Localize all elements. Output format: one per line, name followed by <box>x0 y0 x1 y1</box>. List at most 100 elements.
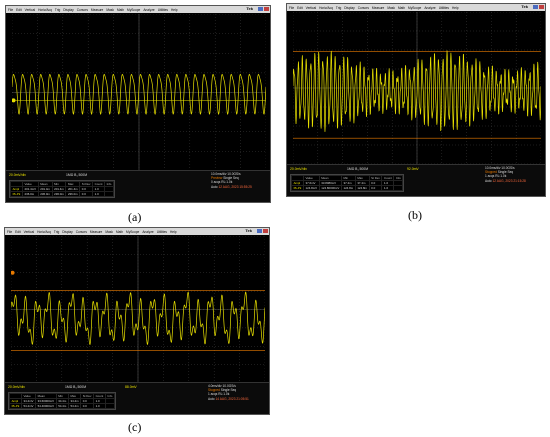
close-button[interactable] <box>264 7 269 11</box>
meas-cell: 236.0m <box>65 191 81 197</box>
minimize-button[interactable] <box>258 7 263 11</box>
menu-myscope[interactable]: MyScope <box>126 229 140 234</box>
meas-cell: 124.8m <box>354 185 370 191</box>
bandwidth-label: 1MΩ B₁ 500M <box>66 173 88 177</box>
meas-cell: 0.0 <box>79 191 94 197</box>
menu-math[interactable]: Math <box>115 229 124 234</box>
minimize-button[interactable] <box>533 5 538 9</box>
menu-display[interactable]: Display <box>62 229 73 234</box>
menu-trig[interactable]: Trig <box>54 7 61 12</box>
meas-cell: 0.0 <box>368 185 383 191</box>
menu-measure[interactable]: Measure <box>89 229 103 234</box>
meas-row[interactable]: Ampl 201.4mV 201.4m 201.4m 201.4m 0.0 1.… <box>10 186 115 192</box>
menu-display[interactable]: Display <box>63 7 74 12</box>
acq-count: 1 acqs <box>485 174 495 179</box>
scope-window-a: File Edit Vertical Horiz/Acq Trig Displa… <box>5 5 271 203</box>
menu-horiz-acq[interactable]: Horiz/Acq <box>38 7 52 12</box>
timebase: 10.0ms/div 10.0GS/s <box>211 172 241 176</box>
ch1-scale[interactable]: 20.0mV/div <box>8 385 25 389</box>
minimize-button[interactable] <box>257 229 262 233</box>
menu-horiz-acq[interactable]: Horiz/Acq <box>37 229 51 234</box>
trigger-marker <box>11 270 15 275</box>
menu-math[interactable]: Math <box>397 5 406 10</box>
menu-display[interactable]: Display <box>344 5 355 10</box>
ch1-scale[interactable]: 20.0mV/div <box>9 173 26 177</box>
meas-cell: 54.4m <box>67 403 82 409</box>
ch1-marker <box>12 98 16 103</box>
meas-cell: 54.4mV <box>20 403 37 409</box>
menu-cursors[interactable]: Cursors <box>75 229 87 234</box>
menu-mask[interactable]: Mask <box>106 7 114 12</box>
menu-analyze[interactable]: Analyze <box>424 5 436 10</box>
meas-cell: 1.0 <box>92 191 105 197</box>
menu-trig[interactable]: Trig <box>53 229 60 234</box>
menu-help[interactable]: Help <box>169 229 177 234</box>
menu-vertical[interactable]: Vertical <box>23 229 35 234</box>
status-bar-a: 20.0mV/div 1MΩ B₁ 500M 10.0ms/div 10.0GS… <box>6 170 270 202</box>
graticule-b <box>293 12 541 164</box>
menu-myscope[interactable]: MyScope <box>127 7 141 12</box>
menu-file[interactable]: File <box>289 5 295 10</box>
meas-row[interactable]: Pk-Pk 124.8mV 124.80000mV 124.8m 124.8m … <box>291 185 404 191</box>
run-state: Stopped <box>485 170 497 175</box>
meas-row[interactable]: Pk-Pk 54.4mV 54.40000mV 54.4m 54.4m 0.0 … <box>9 403 115 409</box>
record-length: RL:1.0k <box>495 174 507 179</box>
menu-edit[interactable]: Edit <box>16 7 22 12</box>
menu-mask[interactable]: Mask <box>387 5 395 10</box>
date-stamp: 14 AUG, 2023 <box>215 396 236 401</box>
scope-window-c: File Edit Vertical Horiz/Acq Trig Displa… <box>4 227 270 415</box>
ch1-scale[interactable]: 20.0mV/div <box>290 167 307 171</box>
seq-mode: Single Seq <box>223 176 239 181</box>
measurement-table: Value Mean Min Max St Dev Count Info Amp… <box>290 174 405 192</box>
meas-row[interactable]: Pk-Pk 236.0m 236.0m 236.0m 236.0m 0.0 1.… <box>10 191 115 197</box>
close-button[interactable] <box>539 5 544 9</box>
meas-cell <box>393 185 404 191</box>
meas-row[interactable]: Ampl 37.6mV 33.8080mV 37.4m 37.4m 0.0 1.… <box>291 180 404 186</box>
bandwidth-label: 1MΩ B₁ 500M <box>65 385 87 389</box>
trigger-mode: Auto <box>485 178 492 183</box>
meas-cell: 34.4m <box>67 398 82 404</box>
menu-analyze[interactable]: Analyze <box>142 229 154 234</box>
menu-math[interactable]: Math <box>116 7 125 12</box>
cursor-readout: 88.0mV <box>125 385 137 389</box>
caption-a: (a) <box>128 210 142 224</box>
meas-cell: Pk-Pk <box>291 185 304 191</box>
bandwidth-label: 1MΩ B₁ 500M <box>347 167 369 171</box>
menu-help[interactable]: Help <box>170 7 178 12</box>
close-button[interactable] <box>263 229 268 233</box>
meas-row[interactable]: Ampl 34.4mV 33.60000mV 34.4m 34.4m 0.0 1… <box>9 398 115 404</box>
menu-help[interactable]: Help <box>451 5 459 10</box>
menu-cursors[interactable]: Cursors <box>76 7 88 12</box>
menu-edit[interactable]: Edit <box>297 5 303 10</box>
ch1-waveform <box>11 291 265 346</box>
ch1-waveform <box>293 50 541 132</box>
menu-vertical[interactable]: Vertical <box>24 7 36 12</box>
acq-info: 10.0ms/div 10.0GS/s Preview Single Seq 0… <box>211 172 252 189</box>
meas-cell: 54.4m <box>55 403 69 409</box>
menu-mask[interactable]: Mask <box>105 229 113 234</box>
menu-utilities[interactable]: Utilities <box>438 5 449 10</box>
menu-utilities[interactable]: Utilities <box>157 7 168 12</box>
menu-edit[interactable]: Edit <box>15 229 21 234</box>
menu-myscope[interactable]: MyScope <box>408 5 422 10</box>
menu-bar: File Edit Vertical Horiz/Acq Trig Displa… <box>6 6 270 13</box>
meas-cell: 201.4m <box>37 186 53 192</box>
meas-cell: Pk-Pk <box>10 191 23 197</box>
cursor-readout: 92.0mV <box>407 167 419 171</box>
menu-trig[interactable]: Trig <box>335 5 342 10</box>
menu-measure[interactable]: Measure <box>90 7 104 12</box>
meas-cell: Pk-Pk <box>9 403 22 409</box>
menu-analyze[interactable]: Analyze <box>143 7 155 12</box>
menu-horiz-acq[interactable]: Horiz/Acq <box>319 5 333 10</box>
menu-utilities[interactable]: Utilities <box>156 229 167 234</box>
menu-file[interactable]: File <box>7 229 13 234</box>
menu-cursors[interactable]: Cursors <box>357 5 369 10</box>
date-stamp: 12 AUG, 2023 <box>492 178 513 183</box>
meas-cell: 1.0 <box>381 185 395 191</box>
run-state: Stopped <box>208 388 220 393</box>
time-stamp: 21:15:28 <box>513 178 526 183</box>
menu-measure[interactable]: Measure <box>371 5 385 10</box>
record-length: RL:1.0k <box>221 180 233 185</box>
menu-vertical[interactable]: Vertical <box>305 5 317 10</box>
menu-file[interactable]: File <box>8 7 14 12</box>
